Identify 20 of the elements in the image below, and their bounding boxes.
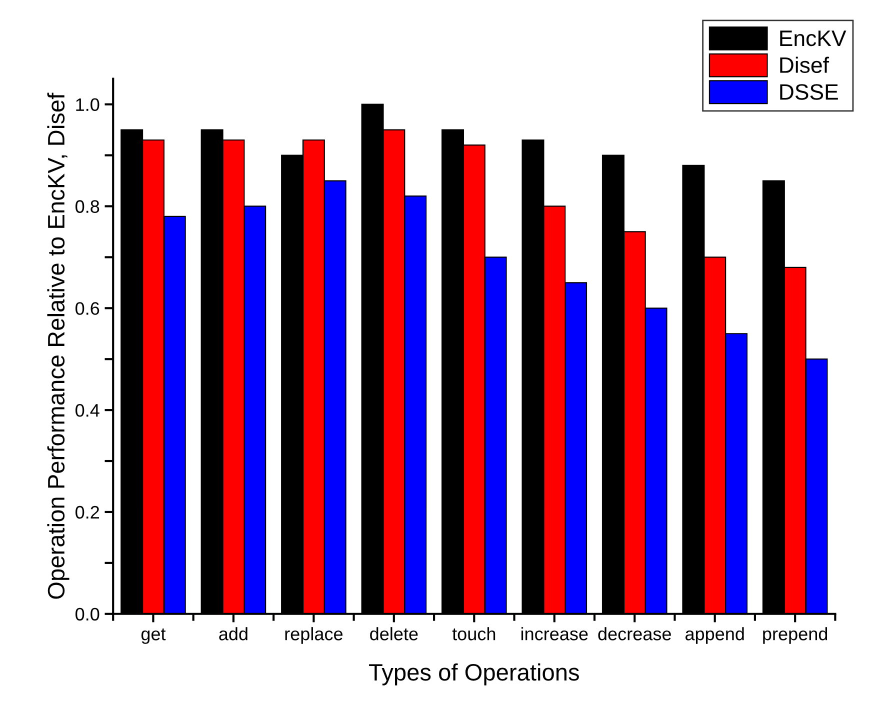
- y-tick-label: 0.2: [76, 506, 99, 519]
- x-tick-label: decrease: [598, 627, 671, 640]
- x-tick-label: add: [219, 627, 248, 640]
- x-tick-label: increase: [521, 627, 588, 640]
- y-tick-label: 0.8: [76, 200, 100, 213]
- x-tick-label: prepend: [763, 627, 828, 644]
- y-tick-label: 0.0: [76, 608, 100, 621]
- y-tick-label: 0.4: [76, 404, 100, 417]
- y-tick-label: 1.0: [76, 98, 100, 112]
- x-tick-label: append: [685, 627, 744, 644]
- legend-label: DSSE: [780, 84, 838, 100]
- x-tick-label: delete: [370, 627, 418, 640]
- x-tick-label: touch: [452, 627, 496, 640]
- legend-label: Disef: [780, 56, 830, 74]
- legend-label: EncKV: [780, 30, 846, 46]
- x-tick-label: get: [141, 628, 166, 644]
- y-tick-label: 0.6: [76, 302, 100, 315]
- y-axis-title: Operation Performance Relative to EncKV, Disef: [47, 92, 70, 599]
- x-axis-title: Types of Operations: [369, 663, 579, 686]
- x-tick-label: replace: [285, 627, 342, 644]
